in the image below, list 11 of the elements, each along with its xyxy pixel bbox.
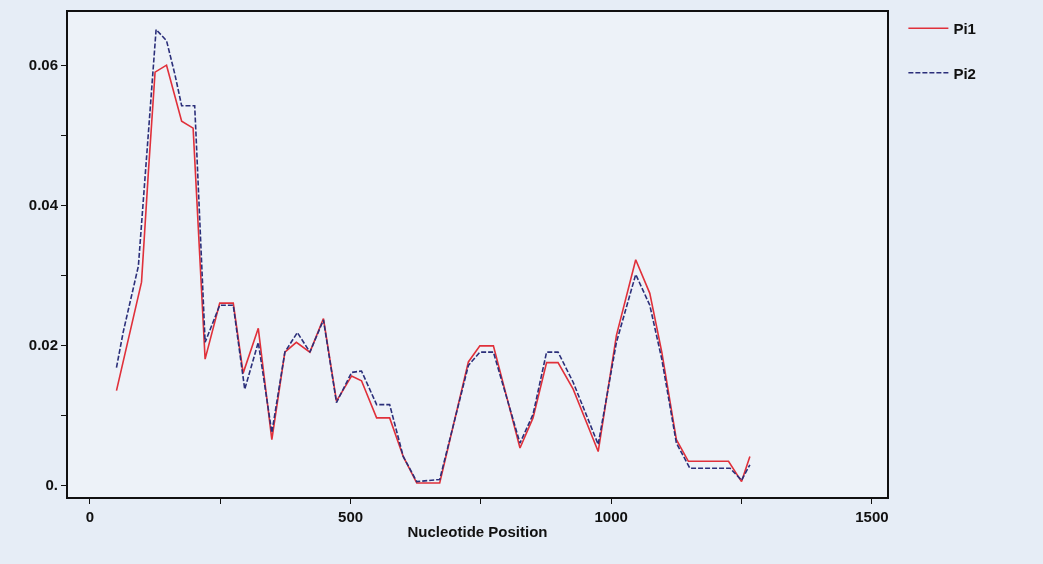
x-tick-label: 0 [85, 508, 95, 525]
y-tick-label: 0. [45, 476, 58, 494]
legend-label: Pi1 [953, 20, 976, 38]
y-tick-label: 0.04 [28, 196, 59, 214]
x-axis-title: Nucleotide Position [407, 522, 548, 540]
x-tick-label: 1000 [594, 508, 628, 525]
x-tick-label: 1500 [855, 508, 889, 525]
x-tick-label: 500 [338, 508, 364, 525]
legend-label: Pi2 [953, 64, 976, 82]
y-tick-label: 0.02 [28, 336, 58, 354]
y-tick-label: 0.06 [28, 56, 58, 74]
